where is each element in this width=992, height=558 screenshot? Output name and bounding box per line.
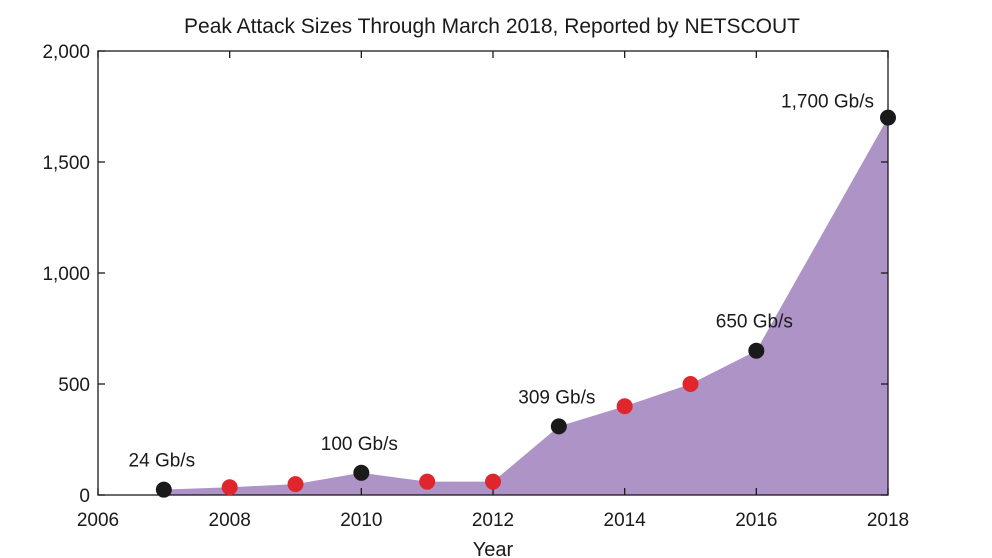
x-axis-label: Year bbox=[473, 539, 514, 558]
x-tick-label: 2008 bbox=[209, 510, 251, 531]
data-label: 24 Gb/s bbox=[129, 451, 196, 472]
data-label: 650 Gb/s bbox=[716, 312, 793, 333]
data-point bbox=[748, 342, 765, 359]
data-point bbox=[155, 481, 172, 498]
x-tick-label: 2010 bbox=[340, 510, 382, 531]
data-label: 100 Gb/s bbox=[321, 434, 398, 455]
area-fill bbox=[163, 117, 889, 495]
data-labels: 24 Gb/s 100 Gb/s 309 Gb/s 650 Gb/s 1,700 Gb/… bbox=[129, 92, 874, 472]
data-point bbox=[419, 473, 436, 490]
data-point bbox=[550, 418, 567, 435]
data-label: 1,700 Gb/s bbox=[781, 92, 874, 113]
x-tick-label: 2014 bbox=[604, 510, 647, 531]
data-point bbox=[880, 109, 896, 126]
data-points bbox=[155, 109, 896, 498]
y-tick-label: 2,000 bbox=[42, 42, 90, 63]
data-label: 309 Gb/s bbox=[518, 387, 595, 408]
x-tick-label: 2018 bbox=[867, 510, 909, 531]
axis-ticks: 2006 2008 2010 2012 2014 2016 2018 0 500 1,000 1,5… bbox=[42, 42, 909, 531]
data-point bbox=[485, 473, 501, 490]
y-tick-label: 0 bbox=[79, 486, 90, 507]
data-point bbox=[221, 479, 238, 496]
data-point bbox=[353, 464, 370, 481]
chart-title: Peak Attack Sizes Through March 2018, Re… bbox=[184, 15, 800, 38]
data-point bbox=[682, 376, 699, 392]
data-point bbox=[287, 476, 304, 493]
y-tick-label: 1,000 bbox=[42, 264, 90, 285]
x-tick-label: 2016 bbox=[735, 510, 777, 531]
y-tick-label: 500 bbox=[58, 375, 90, 396]
x-tick-label: 2006 bbox=[77, 510, 119, 531]
y-tick-label: 1,500 bbox=[42, 153, 90, 174]
data-point bbox=[616, 398, 633, 415]
x-tick-label: 2012 bbox=[472, 510, 514, 531]
